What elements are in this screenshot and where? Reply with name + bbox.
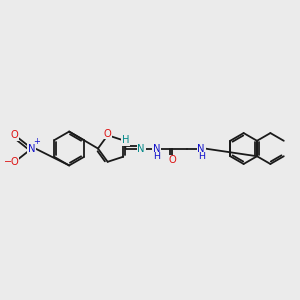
Text: O: O xyxy=(104,129,112,139)
Text: N: N xyxy=(197,143,205,154)
Text: N: N xyxy=(153,143,160,154)
Text: H: H xyxy=(153,152,160,161)
Text: O: O xyxy=(11,130,19,140)
Text: O: O xyxy=(11,157,19,167)
Text: H: H xyxy=(122,135,129,145)
Text: N: N xyxy=(137,143,145,154)
Text: N: N xyxy=(28,143,35,154)
Text: O: O xyxy=(168,155,176,165)
Text: −: − xyxy=(4,157,12,167)
Text: H: H xyxy=(198,152,205,161)
Text: +: + xyxy=(34,137,40,146)
